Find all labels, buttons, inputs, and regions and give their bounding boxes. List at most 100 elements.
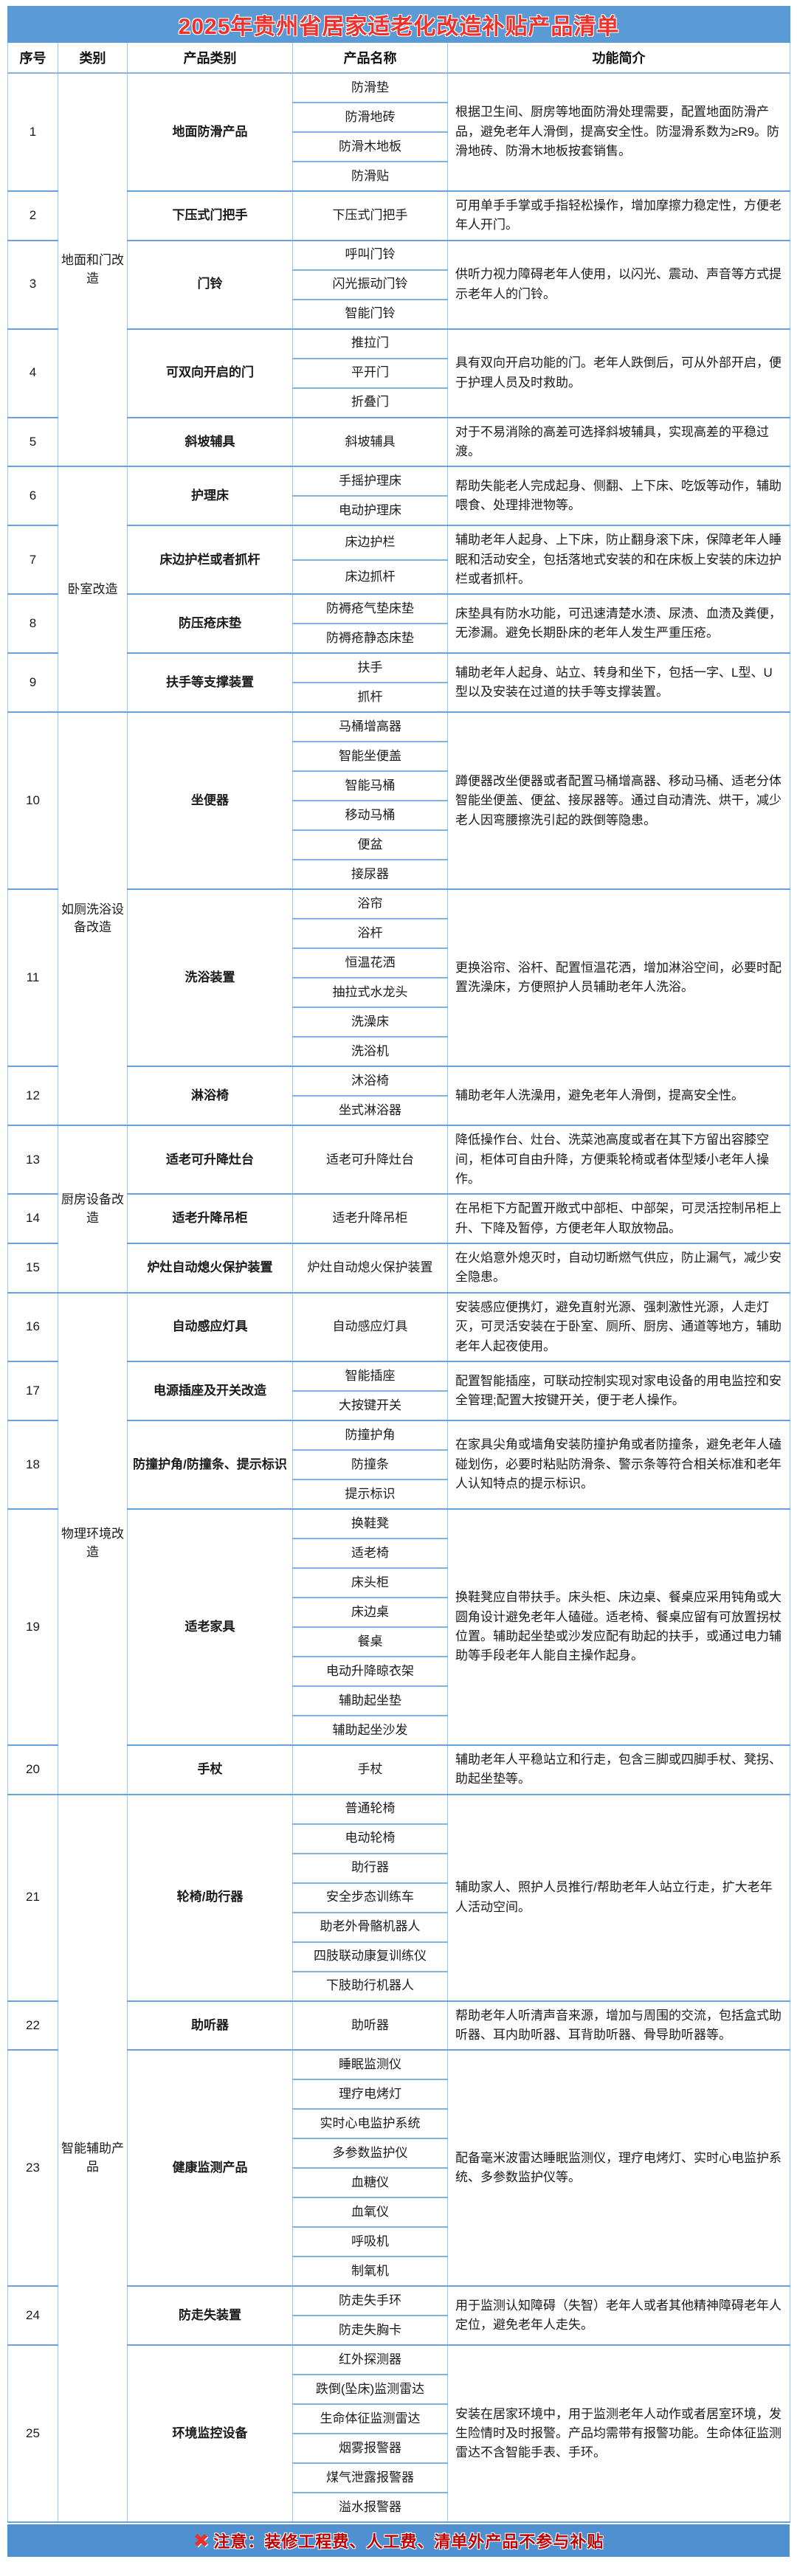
table-body: 1 地面和门改造 地面防滑产品 防滑垫 根据卫生间、厨房等地面防滑处理需要，配置地面防滑… — [7, 72, 791, 2524]
description-cell: 在吊柜下方配置开敞式中部柜、中部架，可灵活控制吊柜上升、下降及暂停，方便老年人取… — [446, 1193, 791, 1245]
product-category-cell: 自动感应灯具 — [127, 1292, 293, 1362]
row-number-cell: 23 — [7, 2049, 58, 2287]
product-name-cell: 跌倒(坠床)监测雷达 — [292, 2374, 448, 2406]
product-name-cell: 实时心电监护系统 — [292, 2108, 448, 2140]
row-number-cell: 16 — [7, 1292, 58, 1362]
table-row: 防滑地砖 — [8, 102, 790, 133]
product-name-cell: 折叠门 — [292, 387, 448, 418]
product-name-cell: 防滑地砖 — [292, 102, 448, 133]
description-cell: 蹲便器改坐便器或者配置马桶增高器、移动马桶、适老分体智能坐便盖、便盆、接尿器等。… — [446, 711, 791, 891]
description-cell: 在火焰意外熄灭时，自动切断燃气供应，防止漏气，减少安全隐患。 — [446, 1243, 791, 1294]
product-name-cell: 下压式门把手 — [292, 190, 448, 241]
product-category-cell: 防走失装置 — [127, 2285, 293, 2347]
table-row: 血氧仪 — [8, 2197, 790, 2228]
table-row: 22 助听器 助听器 帮助老年人听清声音来源，增加与周围的交流，包括盒式助听器、耳内助… — [7, 2000, 791, 2051]
product-name-cell: 防滑垫 — [292, 72, 448, 103]
description-cell: 帮助老年人听清声音来源，增加与周围的交流，包括盒式助听器、耳内助听器、耳背助听器… — [446, 2000, 791, 2051]
table-row: 接尿器 — [8, 859, 790, 891]
product-name-cell: 煤气泄露报警器 — [292, 2462, 448, 2494]
description-cell: 供听力视力障碍老年人使用，以闪光、震动、声音等方式提示老年人的门铃。 — [446, 240, 791, 330]
product-category-cell: 轮椅/助行器 — [127, 1794, 293, 2002]
table-row: 21 智能辅助产品 轮椅/助行器 普通轮椅 辅助家人、照护人员推行/帮助老年人站立行走，… — [7, 1794, 791, 2524]
table-row: 防滑木地板 — [8, 131, 790, 162]
product-name-cell: 睡眠监测仪 — [292, 2049, 448, 2081]
description-cell: 配置智能插座，可联动控制实现对家电设备的用电监控和安全管理;配置大按键开关，便于… — [446, 1361, 791, 1421]
product-category-cell: 淋浴椅 — [127, 1066, 293, 1127]
product-name-cell: 烟雾报警器 — [292, 2433, 448, 2465]
row-number-cell: 11 — [7, 888, 58, 1068]
table-row: 助老外骨骼机器人 — [8, 1912, 790, 1943]
table-row: 8 防压疮床垫 防褥疮气垫床垫 床垫具有防水功能，可迅速清楚水渍、尿渍、血渍及粪便，无… — [7, 593, 791, 655]
footer-note-text: 注意：装修工程费、人工费、清单外产品不参与补贴 — [213, 2532, 604, 2552]
product-name-cell: 智能坐便盖 — [292, 741, 448, 773]
row-number-cell: 7 — [7, 525, 58, 595]
row-number-cell: 22 — [7, 2000, 58, 2051]
product-name-cell: 电动升降晾衣架 — [292, 1656, 448, 1687]
product-name-cell: 红外探测器 — [292, 2344, 448, 2376]
page-title: 2025年贵州省居家适老化改造补贴产品清单 — [7, 6, 791, 43]
table-row: 床头柜 — [8, 1567, 790, 1598]
table-row: 实时心电监护系统 — [8, 2108, 790, 2140]
row-number-cell: 25 — [7, 2344, 58, 2524]
col-header-product-category: 产品类别 — [127, 42, 293, 74]
table-row: 浴杆 — [8, 918, 790, 950]
table-row: 辅助起坐沙发 — [8, 1715, 790, 1746]
table-row: 防撞条 — [8, 1449, 790, 1480]
table-row: 2 下压式门把手 下压式门把手 可用单手手掌或手指轻松操作，增加摩擦力稳定性，方便老年… — [7, 190, 791, 241]
table-row: 电动轮椅 — [8, 1823, 790, 1854]
product-name-cell: 平开门 — [292, 358, 448, 389]
product-name-cell: 坐式淋浴器 — [292, 1095, 448, 1127]
product-category-cell: 防撞护角/防撞条、提示标识 — [127, 1420, 293, 1510]
table-row: 1 地面和门改造 地面防滑产品 防滑垫 根据卫生间、厨房等地面防滑处理需要，配置地面防滑… — [7, 72, 791, 468]
product-name-cell: 抽拉式水龙头 — [292, 977, 448, 1009]
product-name-cell: 理疗电烤灯 — [292, 2079, 448, 2110]
product-name-cell: 推拉门 — [292, 328, 448, 359]
product-name-cell: 智能插座 — [292, 1361, 448, 1392]
product-name-cell: 辅助起坐垫 — [292, 1685, 448, 1716]
col-header-index: 序号 — [7, 42, 58, 74]
product-category-cell: 门铃 — [127, 240, 293, 330]
table-row: 床边抓杆 — [8, 559, 790, 595]
row-number-cell: 4 — [7, 328, 58, 418]
product-name-cell: 闪光振动门铃 — [292, 269, 448, 300]
product-name-cell: 移动马桶 — [292, 800, 448, 832]
product-name-cell: 沐浴椅 — [292, 1066, 448, 1097]
product-name-cell: 炉灶自动熄火保护装置 — [292, 1243, 448, 1294]
product-name-cell: 防走失胸卡 — [292, 2315, 448, 2347]
table-row: 智能坐便盖 — [8, 741, 790, 773]
product-name-cell: 换鞋凳 — [292, 1508, 448, 1539]
product-category-cell: 适老可升降灶台 — [127, 1125, 293, 1195]
table-row: 18 防撞护角/防撞条、提示标识 防撞护角 在家具尖角或墙角安装防撞护角或者防撞条，避… — [7, 1420, 791, 1510]
table-row: 智能马桶 — [8, 770, 790, 802]
product-name-cell: 大按键开关 — [292, 1390, 448, 1421]
row-number-cell: 6 — [7, 466, 58, 527]
product-name-cell: 防褥疮气垫床垫 — [292, 593, 448, 625]
description-cell: 对于不易消除的高差可选择斜坡辅具，实现高差的平稳过渡。 — [446, 417, 791, 468]
table-row: 下肢助行机器人 — [8, 1971, 790, 2002]
product-name-cell: 适老可升降灶台 — [292, 1125, 448, 1195]
product-name-cell: 抓杆 — [292, 682, 448, 714]
row-number-cell: 5 — [7, 417, 58, 468]
product-name-cell: 防滑贴 — [292, 161, 448, 192]
product-name-cell: 电动轮椅 — [292, 1823, 448, 1854]
product-name-cell: 适老升降吊柜 — [292, 1193, 448, 1245]
description-cell: 根据卫生间、厨房等地面防滑处理需要，配置地面防滑产品，避免老年人滑倒，提高安全性… — [446, 72, 791, 192]
product-category-cell: 下压式门把手 — [127, 190, 293, 241]
table-row: 4 可双向开启的门 推拉门 具有双向开启功能的门。老年人跌倒后，可从外部开启，便于护理… — [7, 328, 791, 418]
product-name-cell: 防褥疮静态床垫 — [292, 623, 448, 655]
table-row: 7 床边护栏或者抓杆 床边护栏 辅助老年人起身、上下床，防止翻身滚下床，保障老年人睡眠… — [7, 525, 791, 595]
product-name-cell: 扶手 — [292, 652, 448, 684]
product-name-cell: 床边抓杆 — [292, 559, 448, 595]
table-row: 移动马桶 — [8, 800, 790, 832]
product-name-cell: 防撞条 — [292, 1449, 448, 1480]
product-name-cell: 洗浴机 — [292, 1036, 448, 1068]
x-mark-icon: ✖ — [193, 2530, 210, 2552]
description-cell: 用于监测认知障碍（失智）老年人或者其他精神障碍老年人定位，避免老年人走失。 — [446, 2285, 791, 2347]
product-name-cell: 多参数监护仪 — [292, 2138, 448, 2169]
product-name-cell: 床边桌 — [292, 1597, 448, 1628]
description-cell: 在家具尖角或墙角安装防撞护角或者防撞条，避免老年人磕碰划伤，必要时粘贴防滑条、警… — [446, 1420, 791, 1510]
table-row: 电动升降晾衣架 — [8, 1656, 790, 1687]
table-row: 安全步态训练车 — [8, 1882, 790, 1913]
table-row: 20 手杖 手杖 辅助老年人平稳站立和行走，包含三脚或四脚手杖、凳拐、助起坐垫等。 — [7, 1744, 791, 1795]
product-name-cell: 下肢助行机器人 — [292, 1971, 448, 2002]
